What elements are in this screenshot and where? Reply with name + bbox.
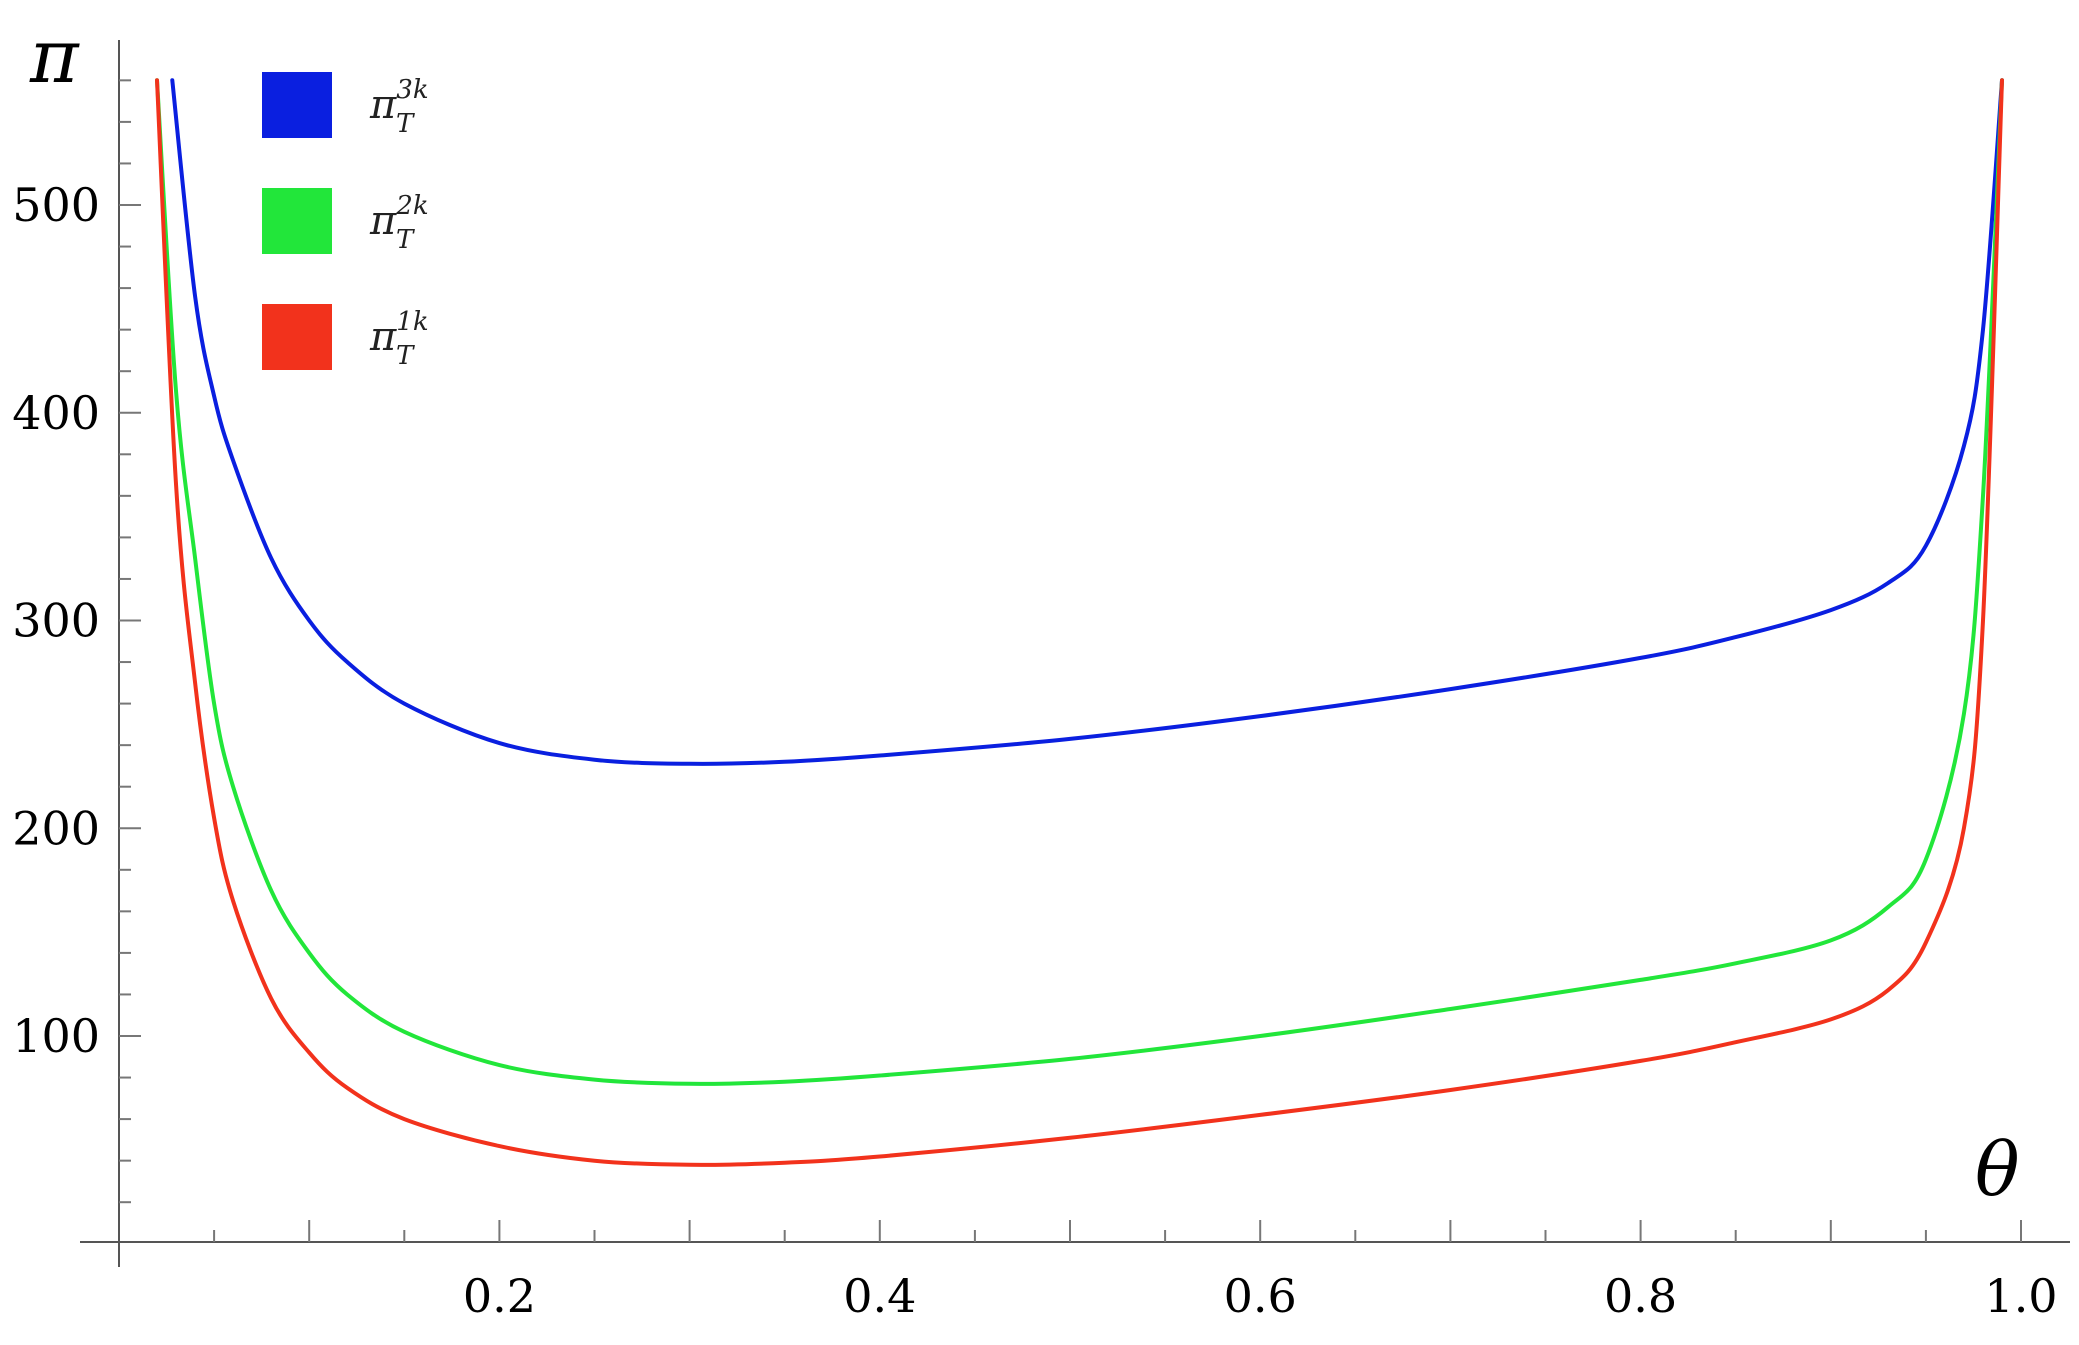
legend-entry-3k: π3k T — [262, 72, 429, 139]
x-tick-label: 0.6 — [1224, 1269, 1297, 1323]
y-tick-label: 100 — [12, 1009, 100, 1063]
series-layer — [155, 78, 2004, 1167]
y-tick-label: 400 — [12, 386, 100, 440]
legend: π3k T π2k T π1k T — [262, 72, 429, 371]
y-tick-label: 500 — [12, 178, 100, 232]
x-tick-label: 0.4 — [843, 1269, 916, 1323]
legend-entry-2k: π2k T — [262, 188, 429, 255]
x-axis-title: θ — [1975, 1127, 2020, 1213]
legend-swatch — [262, 72, 332, 138]
legend-swatch — [262, 188, 332, 254]
x-tick-label: 0.2 — [463, 1269, 536, 1323]
series-line-3k — [170, 78, 2004, 766]
legend-entry-1k: π1k T — [262, 304, 429, 371]
legend-label: π3k T — [369, 75, 429, 139]
y-axis-title: π — [29, 14, 80, 100]
x-tick-label: 0.8 — [1604, 1269, 1677, 1323]
axes — [80, 40, 2070, 1267]
series-line-2k — [155, 78, 2004, 1086]
legend-swatch — [262, 304, 332, 370]
legend-label: π2k T — [369, 191, 429, 255]
series-line-1k — [155, 78, 2004, 1167]
legend-label: π1k T — [369, 307, 429, 371]
y-tick-label: 300 — [12, 594, 100, 648]
ticks: 0.2 0.4 0.6 0.8 1.0 100 200 300 400 500 — [12, 79, 2058, 1323]
y-tick-label: 200 — [12, 801, 100, 855]
x-tick-label: 1.0 — [1984, 1269, 2057, 1323]
